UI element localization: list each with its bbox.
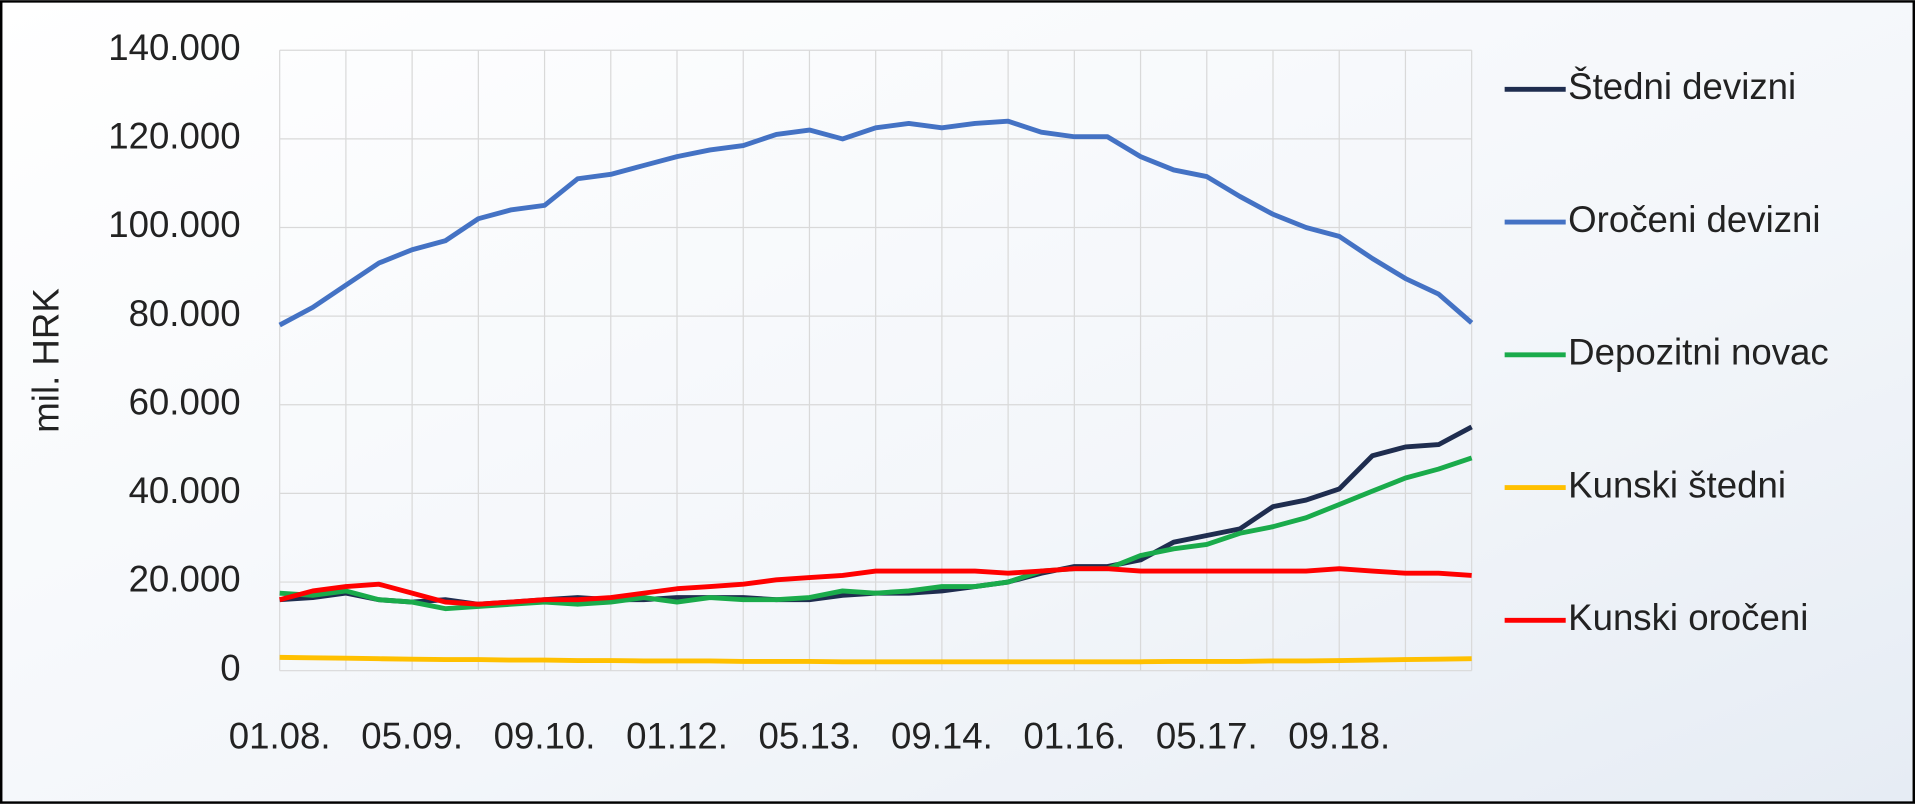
x-tick-label: 09.14. [891,716,993,757]
y-axis-label: mil. HRK [26,288,67,433]
series-line [278,118,1474,328]
legend-label: Štedni devizni [1568,66,1796,107]
legend-label: Kunski štedni [1568,464,1786,505]
legend-label: Oročeni devizni [1568,199,1820,240]
x-tick-label: 01.08. [229,716,331,757]
x-tick-label: 09.10. [494,716,596,757]
y-tick-label: 60.000 [129,381,241,422]
legend-label: Depozitni novac [1568,332,1829,373]
x-tick-label: 01.16. [1023,716,1125,757]
x-tick-label: 01.12. [626,716,728,757]
legend-label: Kunski oročeni [1568,597,1808,638]
y-tick-label: 120.000 [108,116,240,157]
plot [278,118,1474,665]
x-tick-label: 05.17. [1156,716,1258,757]
y-tick-label: 40.000 [129,470,241,511]
grid: 0 20.000 40.000 60.000 80.000 100.000 120.000 1… [108,27,1473,757]
y-tick-label: 20.000 [129,559,241,600]
y-tick-label: 100.000 [108,204,240,245]
x-tick-label: 05.13. [759,716,861,757]
y-tick-label: 0 [220,647,240,688]
x-tick-label: 09.18. [1288,716,1390,757]
y-tick-label: 140.000 [108,27,240,68]
legend: Štedni devizni Oročeni devizni Depozitni n… [1504,66,1829,638]
series-line [279,654,1472,665]
x-tick-label: 05.09. [361,716,463,757]
y-tick-label: 80.000 [129,293,241,334]
series-line [279,566,1472,607]
